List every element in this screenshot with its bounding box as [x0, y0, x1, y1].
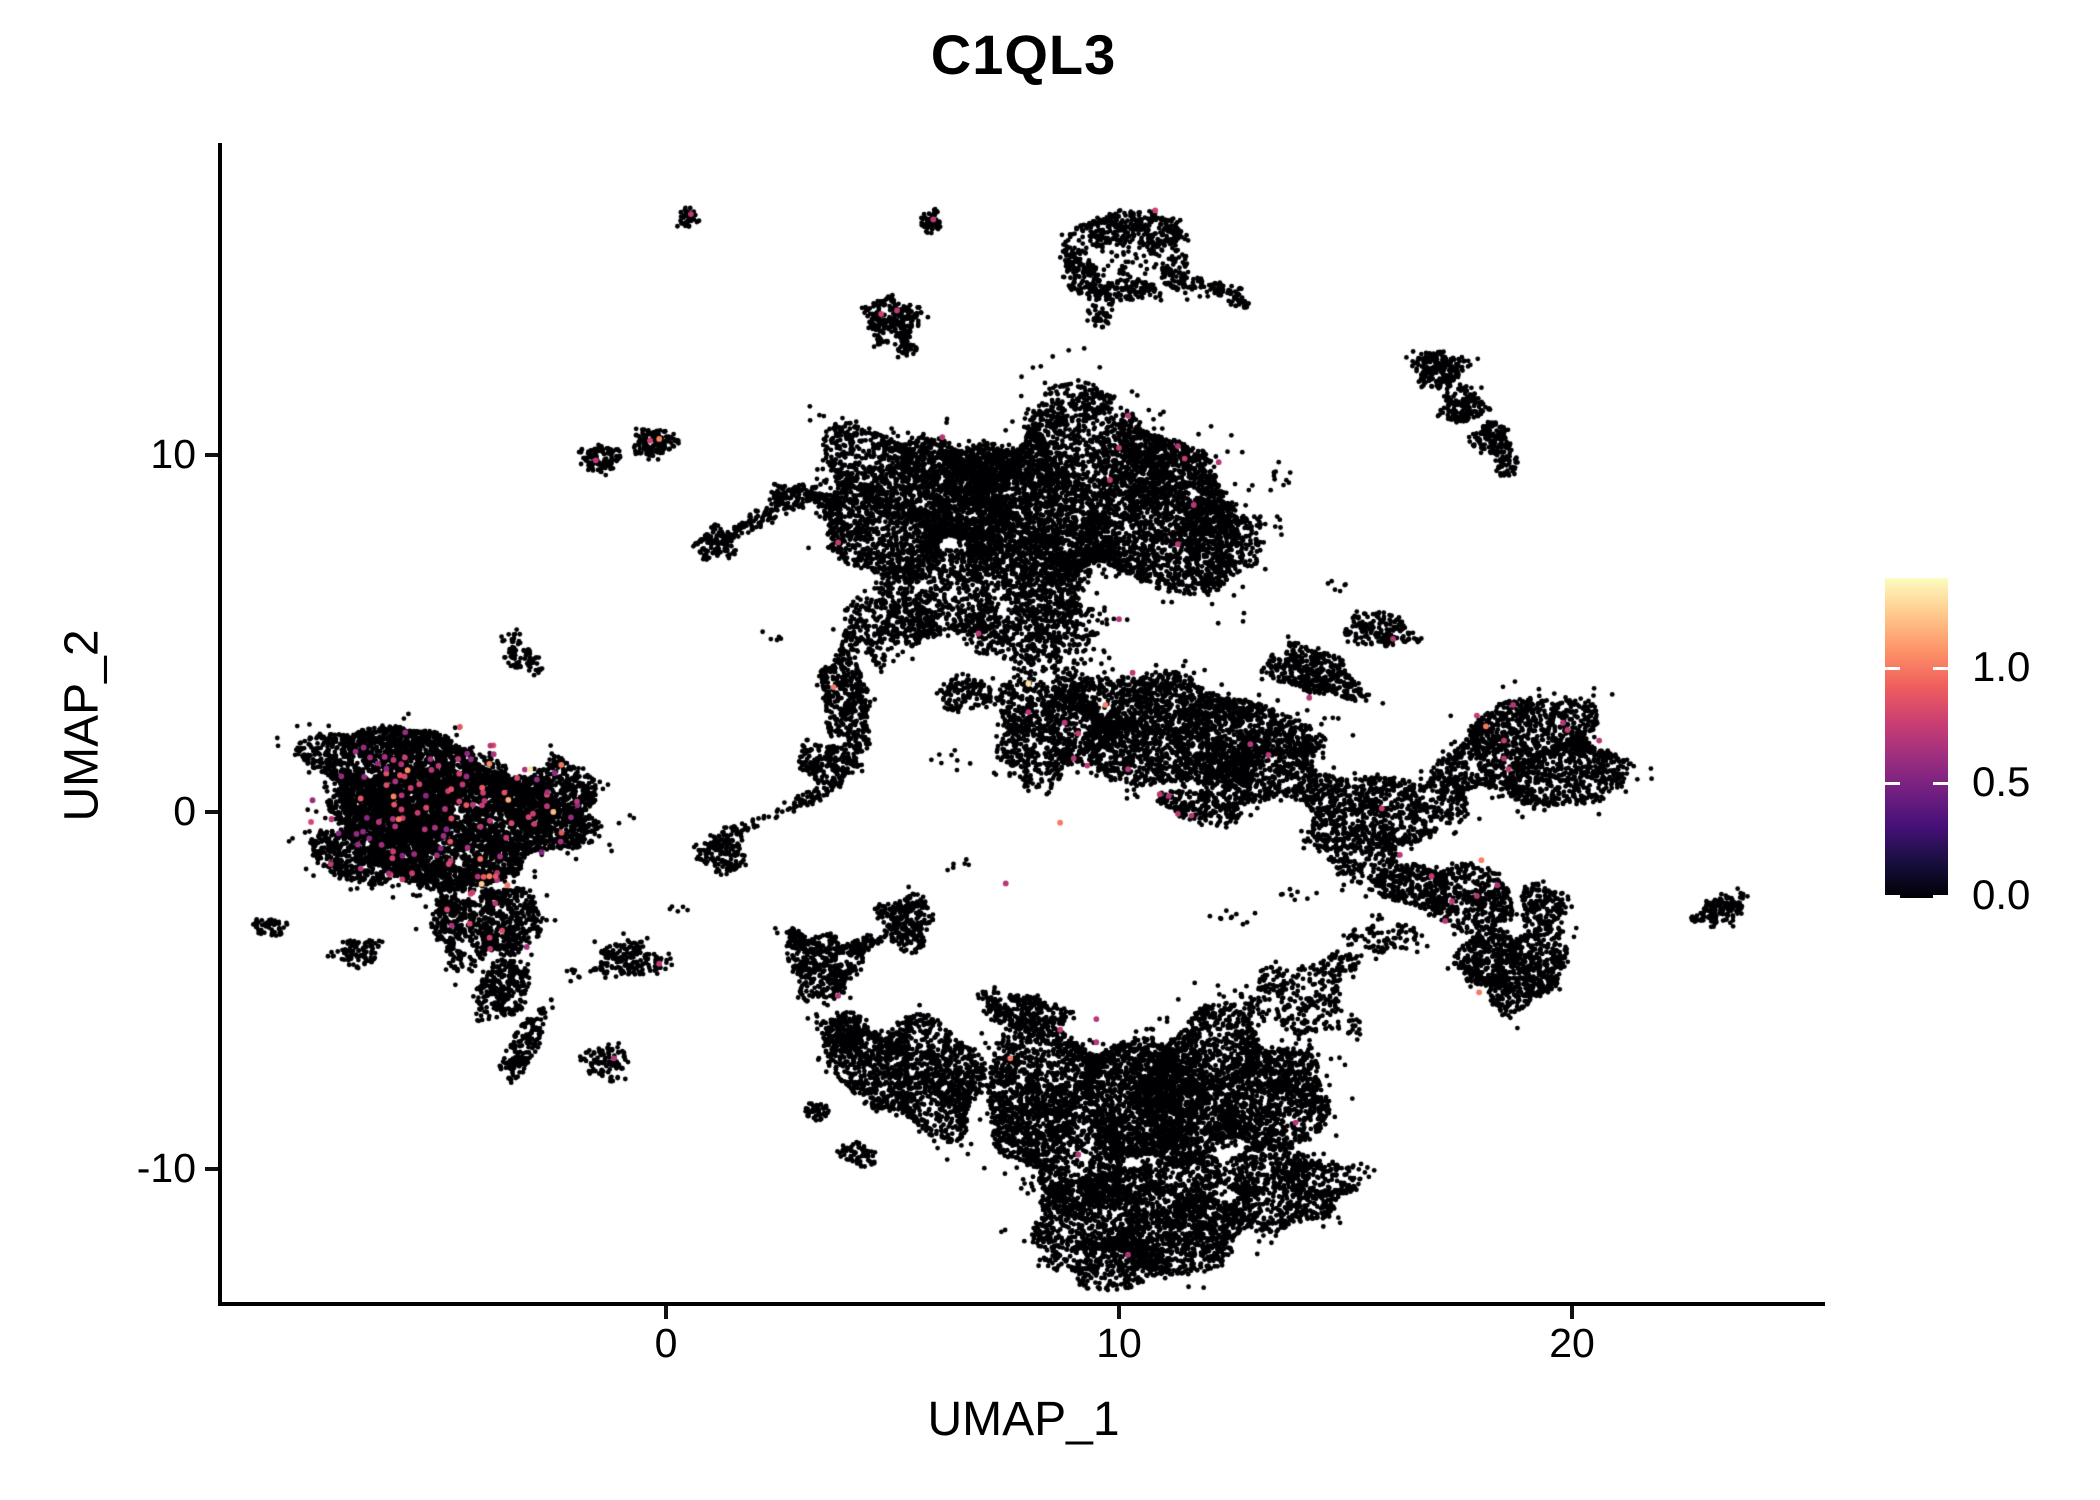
- colorbar-tick-label: 0.0: [1972, 871, 2031, 918]
- colorbar-tick-mark: [1933, 781, 1948, 785]
- y-tick-mark: [205, 1167, 218, 1171]
- plot-panel: [218, 143, 1825, 1306]
- x-tick-mark: [664, 1306, 668, 1319]
- y-tick-mark: [205, 810, 218, 814]
- x-axis-label: UMAP_1: [927, 1393, 1120, 1446]
- y-tick-label: 10: [150, 431, 196, 477]
- colorbar-tick-mark: [1885, 895, 1900, 898]
- x-tick-label: 10: [1096, 1320, 1142, 1366]
- colorbar-tick-mark: [1933, 895, 1948, 898]
- y-axis-label: UMAP_2: [55, 629, 109, 822]
- page-title: C1QL3: [930, 23, 1117, 86]
- x-tick-mark: [1570, 1306, 1574, 1319]
- y-tick-mark: [205, 453, 218, 457]
- umap-scatter-canvas: [222, 143, 1825, 1302]
- x-tick-label: 20: [1549, 1320, 1595, 1366]
- colorbar-tick-mark: [1885, 666, 1900, 670]
- colorbar-tick-label: 0.5: [1972, 757, 2031, 805]
- colorbar-tick-label: 1.0: [1972, 642, 2031, 690]
- colorbar-tick-mark: [1885, 781, 1900, 785]
- y-tick-label: 0: [173, 788, 196, 834]
- colorbar-legend: [1885, 578, 1948, 898]
- colorbar-gradient: [1885, 578, 1948, 898]
- x-tick-mark: [1117, 1306, 1121, 1319]
- x-tick-label: 0: [654, 1320, 678, 1366]
- colorbar-tick-mark: [1933, 666, 1948, 670]
- y-tick-label: -10: [136, 1145, 196, 1191]
